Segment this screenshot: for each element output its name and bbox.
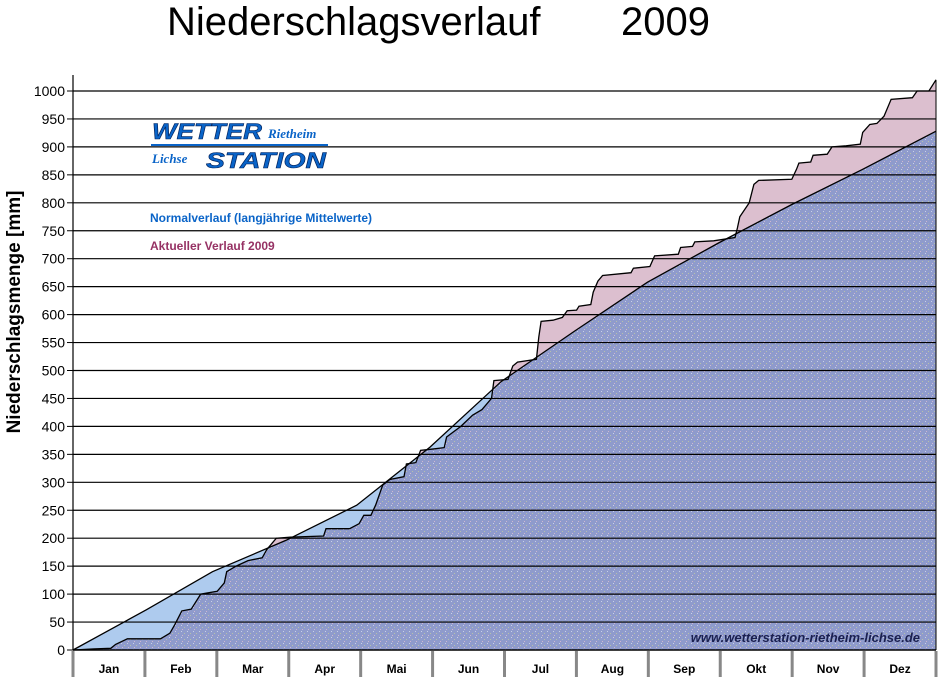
month-separator — [503, 651, 506, 677]
month-separator — [431, 651, 435, 677]
month-separator — [574, 651, 578, 677]
watermark: www.wetterstation-rietheim-lichse.de — [691, 630, 920, 645]
month-separator — [646, 651, 650, 677]
month-label-sep: Sep — [673, 662, 695, 676]
y-tick-label: 700 — [42, 251, 66, 267]
legend-normal: Normalverlauf (langjährige Mittelwerte) — [150, 211, 372, 225]
logo-station: STATION — [206, 148, 327, 173]
y-tick-label: 200 — [42, 530, 66, 546]
month-label-apr: Apr — [314, 662, 335, 676]
month-label-feb: Feb — [170, 662, 191, 676]
chart-year: 2009 — [621, 0, 710, 44]
y-tick-label: 900 — [42, 139, 66, 155]
logo-wetter: WETTER — [152, 119, 262, 144]
month-label-nov: Nov — [817, 662, 840, 676]
y-tick-label: 400 — [42, 418, 66, 434]
month-separator — [71, 651, 75, 677]
y-tick-label: 850 — [42, 167, 66, 183]
y-tick-label: 350 — [42, 446, 66, 462]
y-tick-label: 750 — [42, 223, 66, 239]
y-axis-label: Niederschlagsmenge [mm] — [4, 191, 25, 434]
month-label-aug: Aug — [601, 662, 624, 676]
y-tick-label: 600 — [42, 307, 66, 323]
month-separator — [143, 651, 147, 677]
y-tick-label: 100 — [42, 586, 66, 602]
logo: WETTER Rietheim Lichse STATION — [151, 119, 328, 173]
month-label-dez: Dez — [889, 662, 910, 676]
y-tick-label: 50 — [49, 614, 65, 630]
y-tick-label: 500 — [42, 363, 66, 379]
month-separator — [215, 651, 219, 677]
month-separator — [790, 651, 794, 677]
month-separator — [934, 651, 938, 677]
y-tick-label: 300 — [42, 474, 66, 490]
y-tick-label: 0 — [57, 642, 65, 658]
actual-line — [72, 79, 937, 651]
month-separator — [359, 651, 363, 677]
normal-line — [72, 130, 937, 651]
y-tick-label: 950 — [42, 111, 66, 127]
y-tick-label: 650 — [42, 279, 66, 295]
month-separator — [718, 651, 722, 677]
month-label-mar: Mar — [242, 662, 264, 676]
overlap-area — [73, 131, 936, 650]
y-tick-label: 800 — [42, 195, 66, 211]
y-tick-label: 550 — [42, 335, 66, 351]
logo-rietheim: Rietheim — [267, 126, 316, 141]
month-label-okt: Okt — [746, 662, 766, 676]
month-label-jan: Jan — [99, 662, 120, 676]
y-tick-label: 1000 — [34, 83, 65, 99]
month-label-mai: Mai — [387, 662, 407, 676]
legend-actual: Aktueller Verlauf 2009 — [150, 239, 275, 253]
month-label-jul: Jul — [532, 662, 549, 676]
month-separator — [287, 651, 291, 677]
month-label-jun: Jun — [458, 662, 479, 676]
chart-title: Niederschlagsverlauf — [167, 0, 541, 44]
y-tick-label: 150 — [42, 558, 66, 574]
y-tick-label: 450 — [42, 390, 66, 406]
month-separator — [862, 651, 866, 677]
y-tick-label: 250 — [42, 502, 66, 518]
logo-underline — [151, 144, 328, 146]
logo-lichse: Lichse — [151, 151, 188, 166]
